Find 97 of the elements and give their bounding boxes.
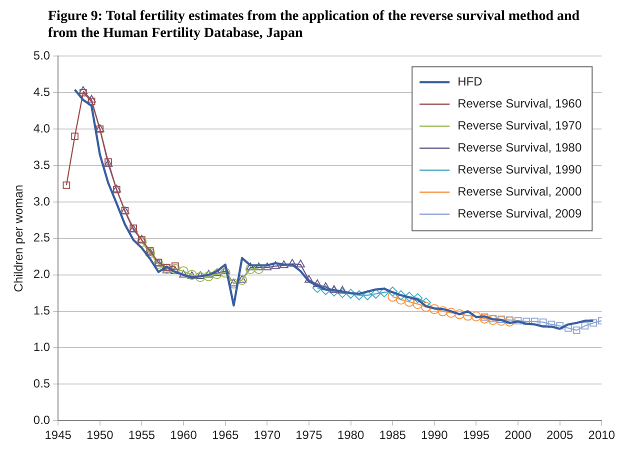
point <box>279 260 288 268</box>
x-tick-label: 1955 <box>128 428 156 442</box>
y-tick-label: 1.5 <box>33 304 50 318</box>
point <box>320 285 331 296</box>
point <box>178 266 189 276</box>
point <box>245 264 256 274</box>
point <box>262 262 272 270</box>
point <box>271 261 280 269</box>
point <box>212 268 222 276</box>
point <box>304 274 314 283</box>
y-tick-label: 0.5 <box>33 376 50 390</box>
point <box>220 268 230 278</box>
legend-label: HFD <box>458 74 483 89</box>
point <box>204 270 214 278</box>
y-tick-label: 4.0 <box>33 121 50 136</box>
point <box>362 290 372 300</box>
x-tick-label: 1990 <box>421 428 448 442</box>
point <box>480 314 490 324</box>
point <box>354 290 364 300</box>
y-tick-label: 2.5 <box>33 230 50 245</box>
point <box>539 318 547 326</box>
point <box>171 262 179 270</box>
point <box>71 132 78 140</box>
point <box>412 293 423 304</box>
point <box>196 271 205 280</box>
point <box>246 262 255 270</box>
point <box>296 260 305 268</box>
point <box>498 316 505 323</box>
point <box>429 304 440 314</box>
y-tick-label: 5.0 <box>33 48 50 63</box>
point <box>564 324 572 332</box>
point <box>488 315 498 326</box>
point <box>254 264 264 274</box>
point <box>581 322 589 330</box>
y-tick-label: 2.0 <box>33 267 50 282</box>
point <box>421 302 432 312</box>
y-tick-label: 3.5 <box>33 158 50 172</box>
x-tick-label: 2000 <box>504 428 532 442</box>
point <box>504 316 515 326</box>
x-tick-label: 1960 <box>170 428 198 442</box>
legend-label: Reverse Survival, 1960 <box>458 96 582 111</box>
point <box>87 94 96 103</box>
x-tick-label: 1970 <box>254 428 281 442</box>
y-tick-label: 4.5 <box>33 84 50 99</box>
point <box>522 318 530 326</box>
point <box>312 282 322 293</box>
point <box>496 316 506 326</box>
x-tick-label: 1950 <box>86 428 114 442</box>
x-tick-label: 2010 <box>588 428 616 442</box>
point <box>62 182 70 189</box>
point <box>288 258 297 267</box>
point <box>337 288 348 298</box>
point <box>179 270 188 278</box>
point <box>195 272 206 282</box>
point <box>514 317 522 324</box>
point <box>446 308 456 318</box>
point <box>556 322 564 330</box>
point <box>370 288 381 299</box>
y-axis-title: Children per woman <box>12 184 26 292</box>
legend-label: Reverse Survival, 1970 <box>458 118 582 133</box>
x-tick-label: 1945 <box>44 428 72 442</box>
x-tick-label: 2005 <box>546 428 574 442</box>
point <box>78 86 88 94</box>
chart-title: Figure 9: Total fertility estimates from the application of the reverse survival method and from the Human Fertility Database, Japan <box>47 8 581 43</box>
point <box>330 285 338 293</box>
legend-label: Reverse Survival, 1980 <box>458 140 582 155</box>
x-tick-label: 1975 <box>296 428 323 442</box>
point <box>396 294 406 305</box>
point <box>338 286 347 294</box>
point <box>79 88 87 96</box>
x-tick-label: 1985 <box>379 428 406 442</box>
point <box>421 298 432 308</box>
point <box>379 287 390 298</box>
point <box>404 292 414 302</box>
y-tick-label: 1.0 <box>33 340 50 354</box>
point <box>454 309 464 320</box>
legend-label: Reverse Survival, 2009 <box>458 206 582 221</box>
point <box>489 314 497 322</box>
point <box>572 326 580 334</box>
y-tick-label: 3.0 <box>33 194 50 208</box>
legend-label: Reverse Survival, 2000 <box>458 184 582 199</box>
point <box>388 286 398 297</box>
point <box>471 311 482 322</box>
point <box>254 262 264 270</box>
y-tick-label: 0.0 <box>33 412 50 427</box>
point <box>438 306 448 316</box>
point <box>548 320 556 328</box>
x-tick-label: 1980 <box>337 428 364 442</box>
point <box>396 290 406 300</box>
point <box>312 279 322 288</box>
point <box>346 288 356 299</box>
point <box>204 271 214 282</box>
x-tick-label: 1965 <box>212 428 240 442</box>
legend-label: Reverse Survival, 1990 <box>458 162 582 177</box>
x-tick-label: 1995 <box>462 428 490 442</box>
point <box>212 269 222 280</box>
point <box>321 282 330 290</box>
